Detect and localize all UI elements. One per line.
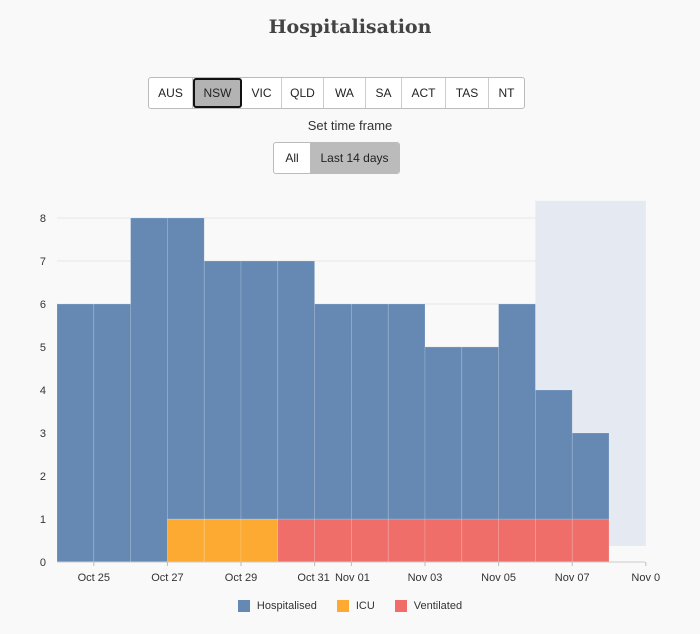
bar-ventilated <box>535 518 573 563</box>
region-button-wa[interactable]: WA <box>324 78 366 108</box>
y-tick-label: 6 <box>40 299 46 311</box>
x-tick-label: Nov 03 <box>408 572 443 584</box>
legend-swatch-ventilated <box>394 600 407 612</box>
legend-item-icu: ICU <box>336 600 375 612</box>
x-tick-label: Oct 29 <box>225 572 257 584</box>
chart-title: Hospitalisation <box>268 16 432 38</box>
y-tick-label: 8 <box>40 213 46 225</box>
region-button-qld[interactable]: QLD <box>282 78 324 108</box>
region-button-vic[interactable]: VIC <box>242 78 282 108</box>
legend-swatch-hospitalised <box>237 600 250 612</box>
bar-hospitalised <box>56 303 95 563</box>
bar-ventilated <box>498 518 536 563</box>
timeframe-selector: All Last 14 days <box>273 142 400 174</box>
legend-label-ventilated: Ventilated <box>413 600 463 612</box>
bar-icu <box>203 518 242 563</box>
region-button-sa[interactable]: SA <box>366 78 402 108</box>
bar-hospitalised <box>93 303 131 563</box>
y-tick-label: 4 <box>40 385 46 397</box>
x-tick-label: Nov 01 <box>335 572 370 584</box>
timeframe-last-14-days-button[interactable]: Last 14 days <box>310 143 399 173</box>
region-button-nsw[interactable]: NSW <box>193 78 242 108</box>
legend-label-hospitalised: Hospitalised <box>256 600 317 612</box>
bar-ventilated <box>571 518 610 563</box>
y-tick-label: 0 <box>40 557 46 569</box>
bar-hospitalised <box>167 217 205 520</box>
region-button-aus[interactable]: AUS <box>149 78 193 108</box>
y-tick-label: 7 <box>40 256 46 268</box>
bar-ventilated <box>351 518 389 563</box>
bar-hospitalised <box>387 303 426 520</box>
x-tick-label: Nov 05 <box>481 572 516 584</box>
bar-hospitalised <box>498 303 536 520</box>
bar-hospitalised <box>571 432 610 520</box>
region-selector: AUS NSW VIC QLD WA SA ACT TAS NT <box>148 77 525 109</box>
y-tick-label: 2 <box>40 471 46 483</box>
legend-item-ventilated: Ventilated <box>394 600 463 612</box>
y-tick-label: 3 <box>40 428 46 440</box>
bar-hospitalised <box>203 260 242 520</box>
region-button-nt[interactable]: NT <box>498 86 515 100</box>
x-tick-label: Oct 27 <box>151 572 183 584</box>
bar-hospitalised <box>130 217 168 563</box>
x-tick-label: Nov 0 <box>631 572 660 584</box>
x-tick-label: Oct 31 <box>297 572 329 584</box>
bar-ventilated <box>461 518 499 563</box>
region-button-tas[interactable]: TAS <box>446 78 489 108</box>
timeframe-label: Set time frame <box>307 118 393 133</box>
bar-ventilated <box>277 518 315 563</box>
region-button-act[interactable]: ACT <box>402 78 446 108</box>
bar-hospitalised <box>277 260 315 520</box>
bar-ventilated <box>424 518 463 563</box>
timeframe-all-button[interactable]: All <box>285 151 299 165</box>
bar-hospitalised <box>535 389 573 520</box>
y-tick-label: 5 <box>40 342 46 354</box>
bar-hospitalised <box>240 260 279 520</box>
chart-legend: Hospitalised ICU Ventilated <box>0 600 700 612</box>
bar-hospitalised <box>461 346 499 520</box>
legend-item-hospitalised: Hospitalised <box>237 600 317 612</box>
bar-hospitalised <box>424 346 463 520</box>
bar-ventilated <box>387 518 426 563</box>
y-tick-label: 1 <box>40 514 46 526</box>
bar-icu <box>167 518 205 563</box>
x-tick-label: Nov 07 <box>555 572 590 584</box>
bar-ventilated <box>314 518 352 563</box>
bar-hospitalised <box>314 303 352 520</box>
bar-hospitalised <box>351 303 389 520</box>
legend-label-icu: ICU <box>355 600 375 612</box>
x-tick-label: Oct 25 <box>78 572 110 584</box>
hospitalisation-chart: 0 1 2 3 4 5 6 7 8 Oct 25 Oct 27 Oct 29 Oct 31 Nov 01… <box>40 200 660 584</box>
legend-swatch-icu <box>336 600 349 612</box>
bar-icu <box>240 518 279 563</box>
